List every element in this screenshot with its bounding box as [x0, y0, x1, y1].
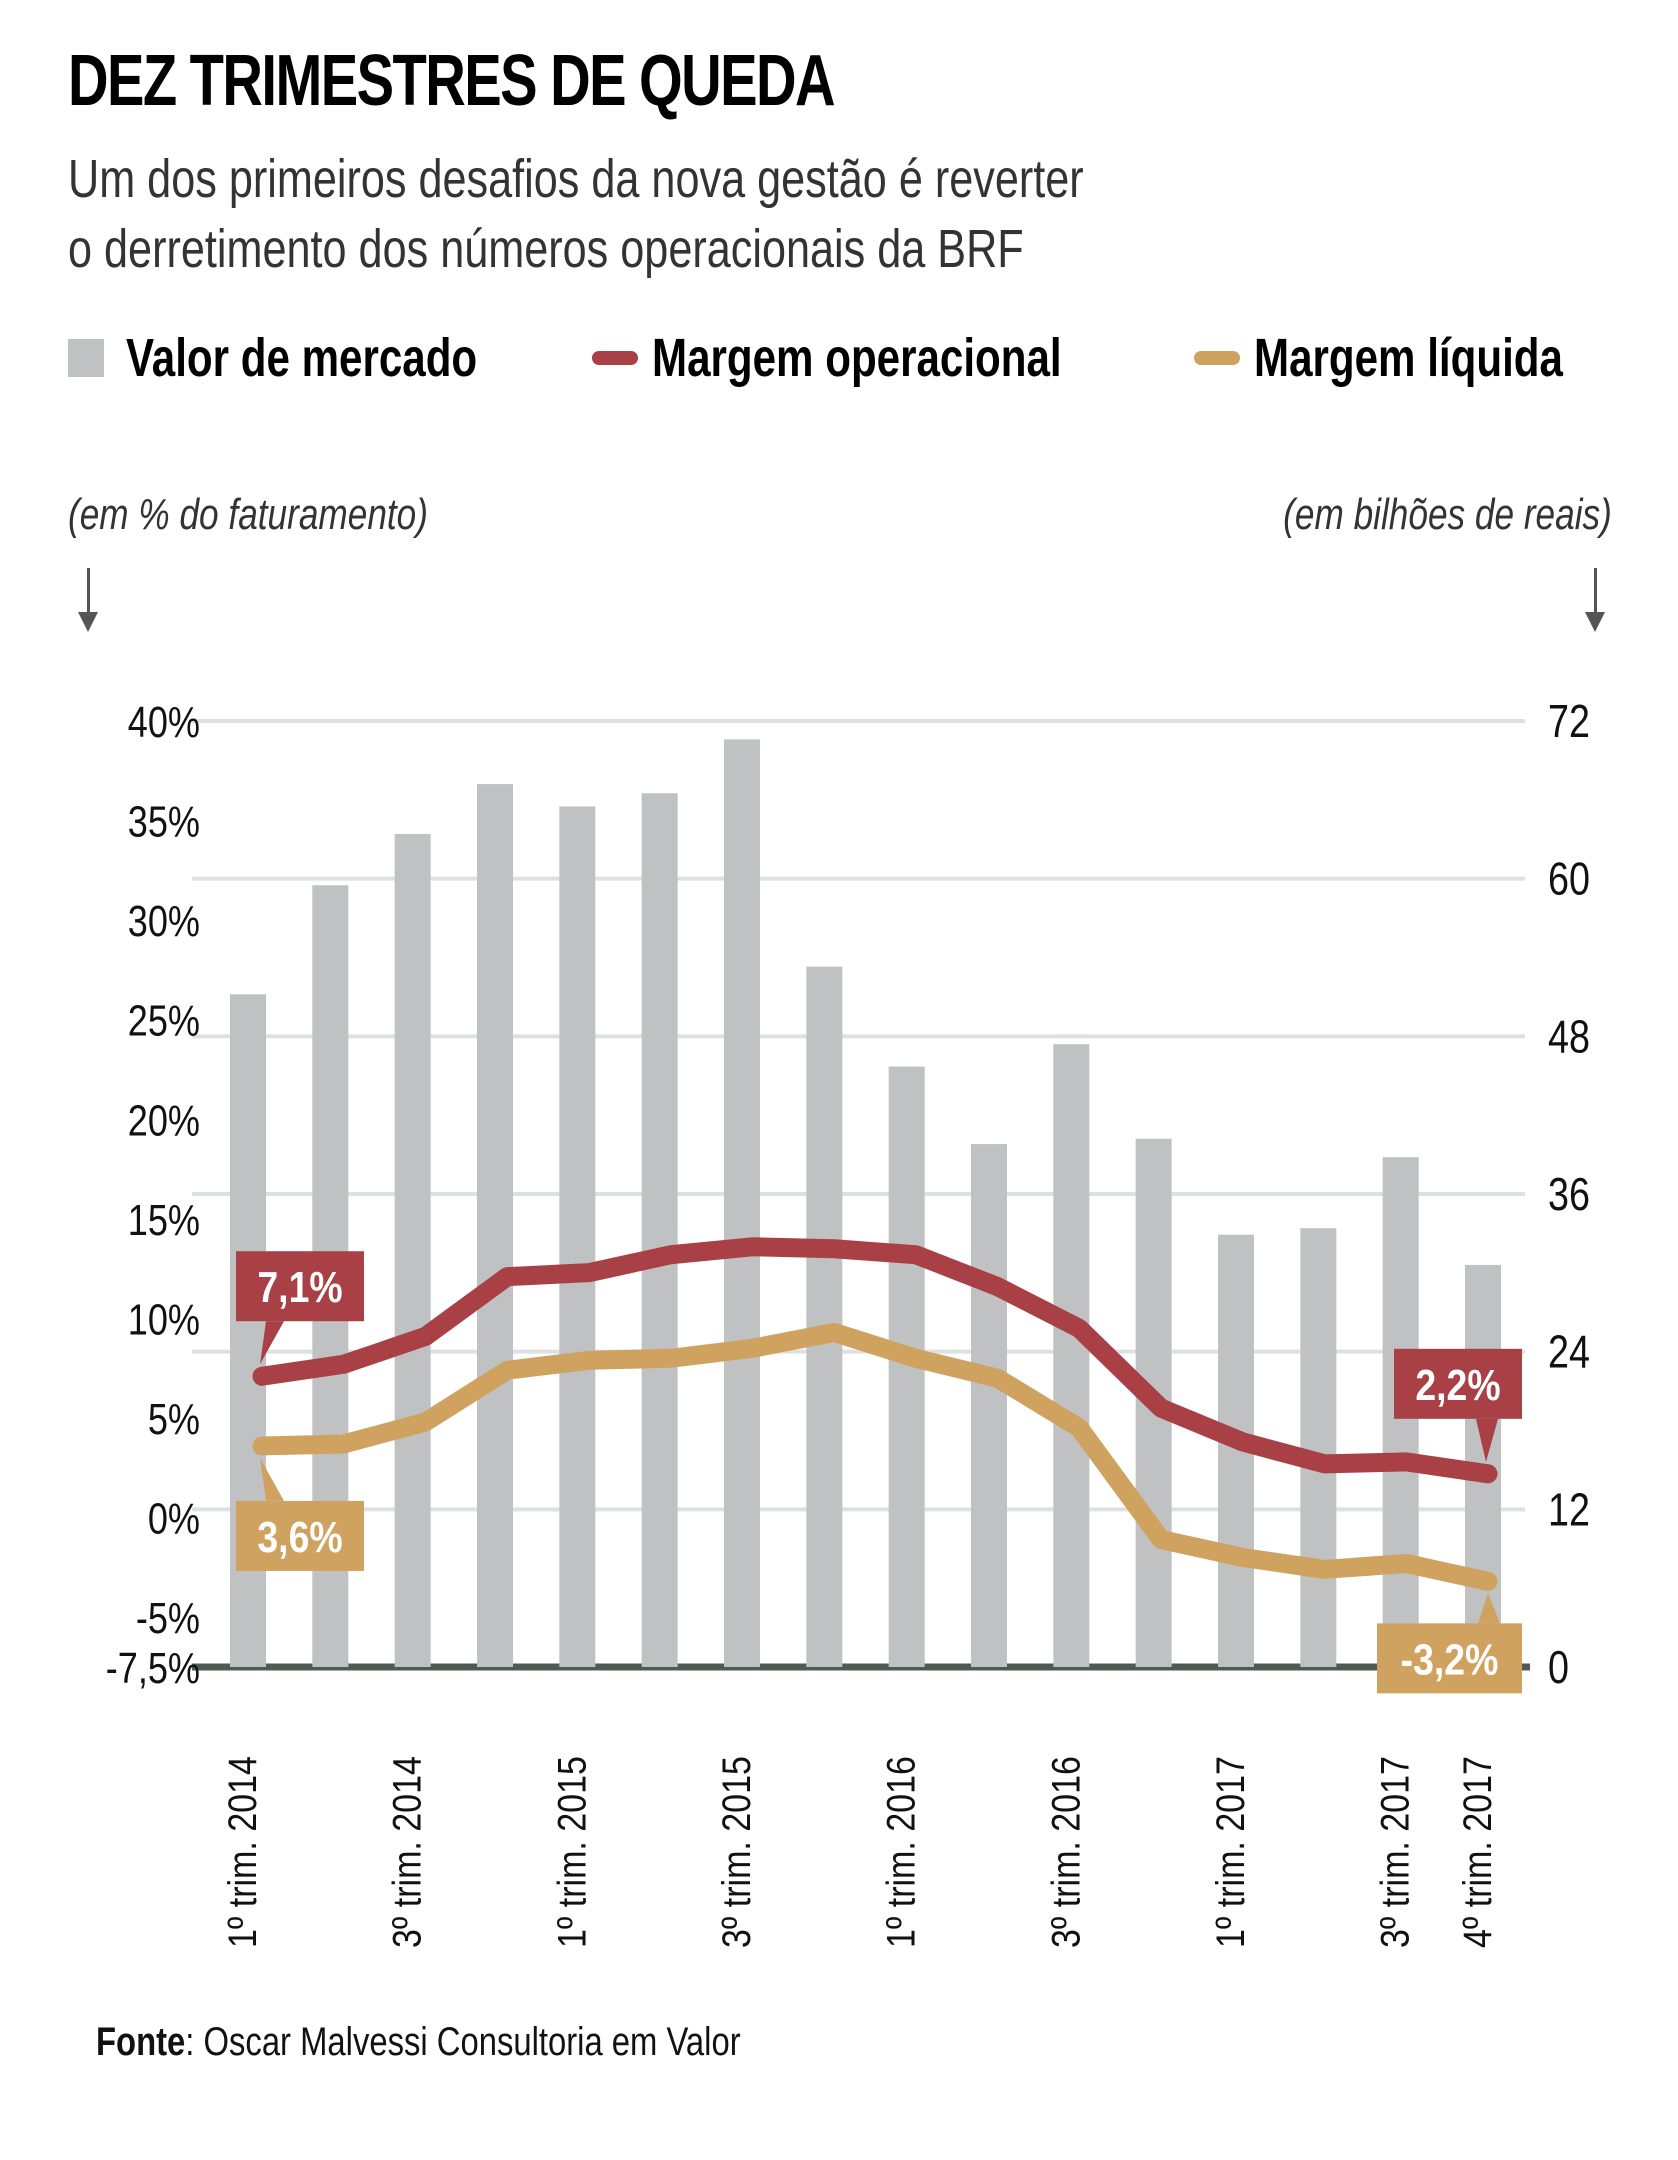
y-left-tick-label: -5% [136, 1594, 200, 1643]
y-right-tick-label: 60 [1548, 853, 1590, 904]
y-right-tick-label: 12 [1548, 1484, 1590, 1535]
y-left-tick-label: 20% [128, 1096, 200, 1145]
bar [559, 806, 596, 1667]
callout-label: -3,2% [1377, 1593, 1522, 1694]
y-left-tick-label: 15% [128, 1196, 200, 1245]
chart-subtitle-line-1: Um dos primeiros desafios da nova gestão… [68, 149, 1084, 209]
callout-value: 2,2% [1415, 1360, 1500, 1410]
legend-item-valor-de-mercado: Valor de mercado [68, 328, 576, 388]
arrow-down-icon [78, 568, 98, 632]
bar [971, 1144, 1007, 1667]
series-line-margem-operacional [252, 1237, 1498, 1484]
x-tick-label: 3º trim. 2017 [1372, 1756, 1417, 1948]
y-left-tick-label: 35% [128, 797, 200, 846]
y-left-tick-label: 25% [128, 996, 200, 1045]
source-text: : Oscar Malvessi Consultoria em Valor [185, 2020, 741, 2064]
y-left-tick-label: 40% [128, 698, 200, 747]
callout-pointer [1476, 1418, 1498, 1462]
x-tick-label: 1º trim. 2014 [219, 1756, 264, 1948]
callout-box [236, 1500, 364, 1571]
x-tick-label: 3º trim. 2016 [1043, 1756, 1088, 1948]
lines [252, 1237, 1498, 1591]
x-tick-label: 4º trim. 2017 [1454, 1756, 1499, 1948]
source-note: Fonte: Oscar Malvessi Consultoria em Val… [96, 2020, 741, 2065]
legend-item-margem-liquida: Margem líquida [1194, 328, 1650, 388]
series-line-margem-liquida [252, 1322, 1498, 1591]
y-left-tick-label: 10% [128, 1295, 200, 1344]
source-label: Fonte [96, 2020, 186, 2064]
y-right-tick-label: 48 [1548, 1011, 1590, 1062]
callout-pointer [260, 1457, 284, 1501]
callout-box [1394, 1348, 1522, 1419]
x-tick-label: 1º trim. 2015 [549, 1756, 594, 1948]
legend-swatch-line-icon [1194, 351, 1240, 365]
legend-label: Margem líquida [1254, 328, 1563, 388]
y-left-tick-label: -7,5% [106, 1644, 200, 1693]
legend-label: Margem operacional [652, 328, 1062, 388]
callout-box [1377, 1623, 1522, 1694]
callouts: 7,1% 3,6% 2,2% -3,2% [236, 1251, 1522, 1694]
y-right-tick-label: 36 [1548, 1168, 1590, 1219]
legend-label: Valor de mercado [126, 328, 478, 388]
y-left-tick-label: 30% [128, 897, 200, 946]
callout-box [236, 1251, 364, 1322]
y-right-tick-label: 0 [1548, 1641, 1569, 1692]
callout-label: 3,6% [236, 1457, 364, 1571]
left-axis-note: (em % do faturamento) [68, 490, 428, 539]
chart-title: DEZ TRIMESTRES DE QUEDA [68, 41, 836, 121]
bar [641, 793, 678, 1667]
axis-ticks: 40% 35% 30% 25% 20% 15% 10% 5% 0% -5%-7,5% 72 60 48 3… [106, 695, 1590, 1948]
callout-pointer [1478, 1593, 1500, 1624]
y-left-tick-label: 0% [148, 1494, 200, 1543]
callout-label: 7,1% [236, 1251, 364, 1365]
bar [394, 833, 431, 1667]
y-right-tick-label: 24 [1548, 1326, 1590, 1377]
bar [477, 784, 513, 1667]
arrow-down-icon [1585, 568, 1605, 632]
y-right-tick-label: 72 [1548, 695, 1590, 746]
chart-subtitle-line-2: o derretimento dos números operacionais … [68, 219, 1024, 279]
legend-swatch-bar-icon [68, 339, 104, 377]
y-left-tick-label: 5% [148, 1395, 200, 1444]
x-tick-label: 3º trim. 2014 [384, 1756, 429, 1948]
bar [806, 966, 843, 1667]
callout-value: -3,2% [1401, 1634, 1499, 1684]
bar [1053, 1044, 1090, 1667]
bar [724, 739, 760, 1667]
right-axis-note: (em bilhões de reais) [1283, 490, 1612, 539]
callout-pointer [260, 1321, 284, 1365]
legend-swatch-line-icon [592, 351, 638, 365]
callout-value: 7,1% [257, 1262, 342, 1312]
x-tick-label: 3º trim. 2015 [713, 1756, 758, 1948]
callout-value: 3,6% [257, 1512, 342, 1562]
callout-label: 2,2% [1394, 1348, 1522, 1462]
x-tick-label: 1º trim. 2017 [1207, 1756, 1252, 1948]
legend-item-margem-operacional: Margem operacional [592, 328, 1177, 388]
x-tick-label: 1º trim. 2016 [878, 1756, 923, 1948]
bar [1300, 1228, 1337, 1667]
